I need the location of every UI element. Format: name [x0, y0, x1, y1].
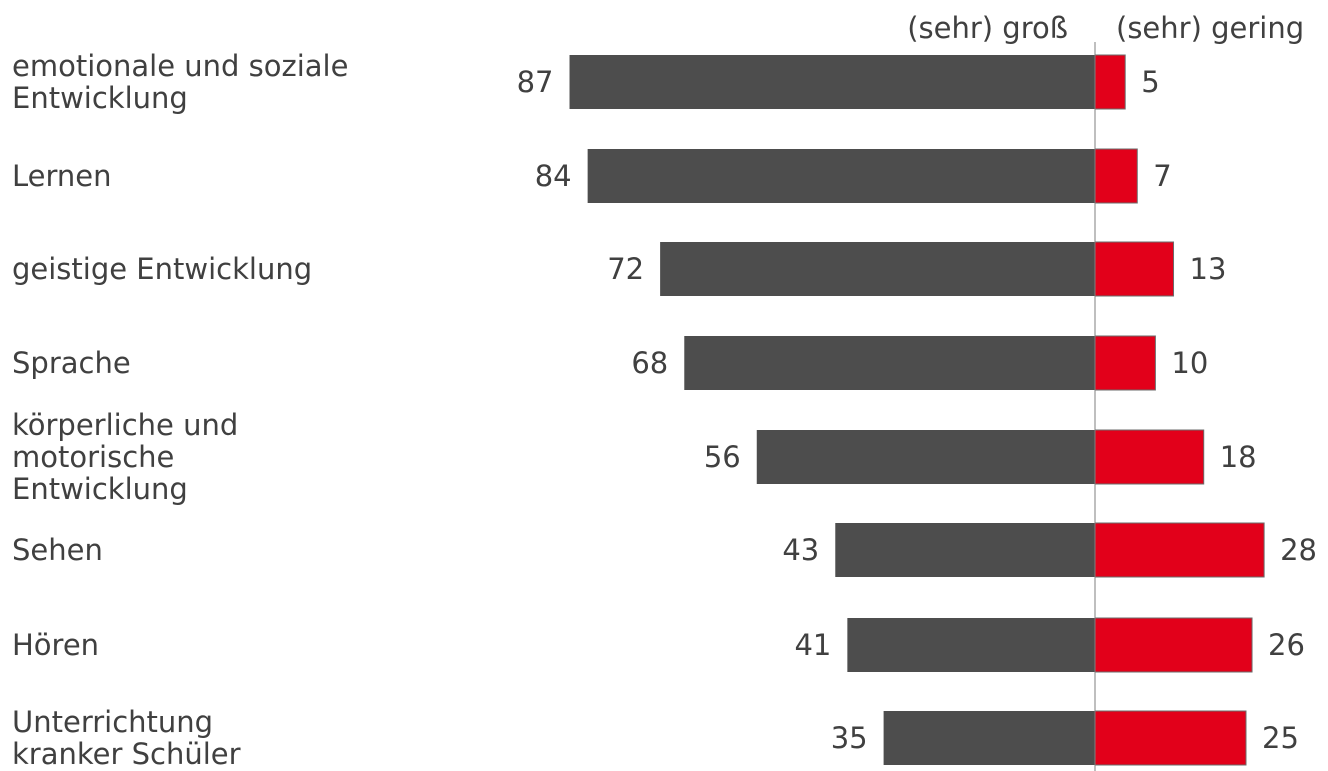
value-label-left: 35 [831, 721, 868, 755]
bar-right [1095, 149, 1137, 203]
value-label-left: 84 [535, 159, 572, 193]
value-label-left: 68 [631, 346, 668, 380]
bar-left [684, 336, 1095, 390]
value-label-left: 72 [607, 252, 644, 286]
category-label-line: kranker Schüler [12, 737, 241, 771]
category-label: Sprache [12, 346, 131, 380]
value-label-left: 43 [782, 533, 819, 567]
category-label: körperliche und motorische Entwicklung [12, 408, 238, 506]
category-label-line: Entwicklung [12, 472, 188, 506]
value-label-right: 25 [1262, 721, 1299, 755]
value-label-left: 56 [704, 440, 741, 474]
category-label-line: emotionale und soziale [12, 49, 348, 83]
value-label-right: 28 [1280, 533, 1317, 567]
value-label-left: 41 [794, 628, 831, 662]
value-label-right: 13 [1190, 252, 1227, 286]
category-label-line: Unterrichtung [12, 705, 213, 739]
category-label: geistige Entwicklung [12, 252, 312, 286]
category-label: Hören [12, 628, 99, 662]
header-right-label: (sehr) gering [1116, 11, 1304, 45]
category-label-line: körperliche und [12, 408, 238, 442]
category-label: Unterrichtung kranker Schüler [12, 705, 241, 771]
bar-right [1095, 430, 1204, 484]
category-label-line: geistige Entwicklung [12, 252, 312, 286]
bar-left [570, 55, 1095, 109]
category-label: Lernen [12, 159, 112, 193]
category-label-line: Lernen [12, 159, 112, 193]
bar-left [884, 711, 1095, 765]
value-label-right: 26 [1268, 628, 1305, 662]
bar-left [835, 523, 1095, 577]
bar-left [660, 242, 1095, 296]
value-label-left: 87 [517, 65, 554, 99]
bar-right [1095, 336, 1155, 390]
category-label-line: Sehen [12, 533, 103, 567]
category-label-line: Entwicklung [12, 81, 188, 115]
bar-right [1095, 523, 1264, 577]
category-labels: emotionale und soziale EntwicklungLerneng… [12, 49, 348, 771]
category-label: emotionale und soziale Entwicklung [12, 49, 348, 115]
value-label-right: 18 [1220, 440, 1257, 474]
bar-right [1095, 242, 1174, 296]
bar-left [757, 430, 1095, 484]
bar-right [1095, 711, 1246, 765]
bar-left [847, 618, 1095, 672]
category-label-line: Sprache [12, 346, 131, 380]
category-label-line: motorische [12, 440, 174, 474]
value-label-right: 10 [1171, 346, 1208, 380]
bar-left [588, 149, 1095, 203]
category-label-line: Hören [12, 628, 99, 662]
bar-right [1095, 618, 1252, 672]
bar-right [1095, 55, 1125, 109]
category-label: Sehen [12, 533, 103, 567]
value-label-right: 7 [1153, 159, 1171, 193]
header-left-label: (sehr) groß [907, 11, 1068, 45]
value-label-right: 5 [1141, 65, 1159, 99]
